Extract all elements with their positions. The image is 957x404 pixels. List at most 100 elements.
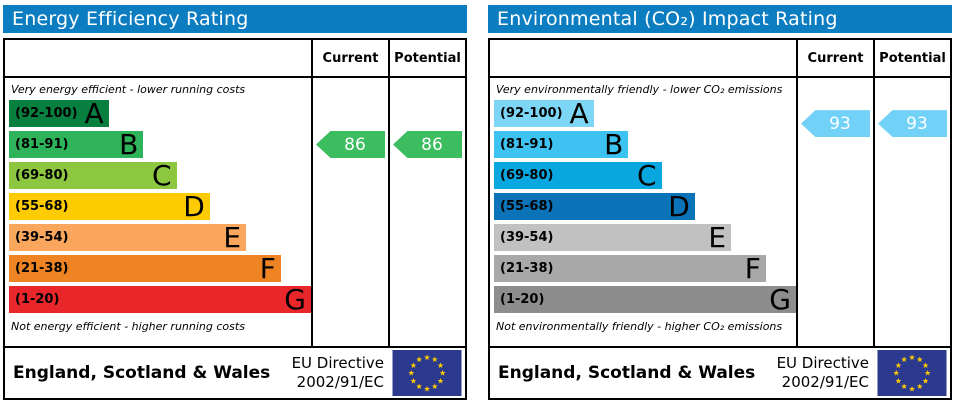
svg-text:★: ★ [895, 376, 902, 385]
band-letter: A [569, 97, 589, 130]
band-d-row: (55-68) D [494, 190, 695, 223]
region-label: England, Scotland & Wales [498, 363, 756, 383]
svg-text:★: ★ [416, 382, 423, 391]
svg-text:★: ★ [916, 355, 923, 364]
environmental-title-bar: Environmental (CO₂) Impact Rating [488, 5, 952, 33]
eu-directive-line1: EU Directive [776, 354, 869, 373]
energy-rating-table: Very energy efficient - lower running co… [3, 38, 467, 348]
energy-footer: England, Scotland & Wales EU Directive 2… [3, 346, 467, 400]
current-column-header: Current [798, 40, 873, 78]
band-letter: F [744, 252, 761, 285]
band-e-row: (39-54) E [494, 221, 732, 254]
eu-directive-line2: 2002/91/EC [781, 373, 869, 391]
top-note: Very energy efficient - lower running co… [11, 83, 246, 96]
potential-arrow-track: 86 [390, 78, 465, 346]
band-range-label: (81-91) [500, 137, 554, 152]
band-letter: B [119, 128, 139, 161]
band-letter: C [637, 159, 657, 192]
band-range-label: (69-80) [15, 168, 69, 183]
potential-column-header: Potential [390, 40, 465, 78]
band-c-row: (69-80) C [494, 159, 662, 192]
band-range-label: (81-91) [15, 137, 69, 152]
environmental-rating-table: Very environmentally friendly - lower CO… [488, 38, 952, 348]
svg-text:★: ★ [431, 355, 438, 364]
svg-text:★: ★ [423, 353, 430, 362]
svg-text:★: ★ [437, 361, 444, 370]
band-f-row: (21-38) F [9, 252, 281, 285]
bands-chart-area: Very environmentally friendly - lower CO… [490, 78, 796, 346]
bands-column: Very environmentally friendly - lower CO… [490, 40, 796, 346]
svg-text:★: ★ [916, 382, 923, 391]
svg-text:★: ★ [922, 361, 929, 370]
current-column: Current 86 [311, 40, 388, 346]
band-letter: F [259, 252, 276, 285]
eu-flag: ★ ★ ★ ★ ★ ★ ★ ★ ★ ★ ★ ★ [392, 350, 462, 396]
band-letter: G [769, 283, 791, 316]
potential-column: Potential 93 [873, 40, 950, 346]
svg-text:★: ★ [408, 369, 415, 378]
band-range-label: (55-68) [500, 199, 554, 214]
band-a-row: (92-100) A [494, 97, 594, 130]
band-letter: B [604, 128, 624, 161]
svg-text:★: ★ [410, 376, 417, 385]
panel-title: Environmental (CO₂) Impact Rating [497, 8, 838, 30]
band-letter: E [708, 221, 727, 254]
band-letter: G [284, 283, 306, 316]
svg-text:★: ★ [410, 361, 417, 370]
band-f-row: (21-38) F [494, 252, 766, 285]
band-range-label: (92-100) [15, 106, 78, 121]
environmental-impact-panel: Environmental (CO₂) Impact Rating Very e… [488, 5, 952, 400]
svg-text:★: ★ [908, 384, 915, 393]
environmental-footer: England, Scotland & Wales EU Directive 2… [488, 346, 952, 400]
rating-bands: (92-100) A (81-91) B (69-80) C (55-68) D (39-54)… [494, 97, 796, 316]
eu-directive-line2: 2002/91/EC [296, 373, 384, 391]
band-range-label: (92-100) [500, 106, 563, 121]
rating-bands: (92-100) A (81-91) B (69-80) C (55-68) D (39-54)… [9, 100, 311, 316]
svg-text:★: ★ [893, 369, 900, 378]
band-c-row: (69-80) C [9, 159, 177, 192]
band-g-row: (1-20) G [9, 283, 311, 316]
current-rating-arrow: 93 [801, 110, 870, 138]
bottom-note: Not energy efficient - higher running co… [11, 320, 245, 333]
band-b-row: (81-91) B [494, 128, 629, 161]
current-arrow-track: 93 [798, 78, 873, 346]
bands-column-header [5, 40, 311, 78]
current-rating-arrow: 86 [316, 131, 385, 158]
band-letter: D [183, 190, 205, 223]
potential-rating-arrow: 86 [393, 131, 462, 158]
potential-column: Potential 86 [388, 40, 465, 346]
current-arrow-track: 86 [313, 78, 388, 346]
eu-directive-line1: EU Directive [291, 354, 384, 373]
band-range-label: (1-20) [15, 292, 60, 307]
svg-text:★: ★ [922, 376, 929, 385]
band-range-label: (1-20) [500, 292, 545, 307]
band-range-label: (21-38) [500, 261, 554, 276]
band-g-row: (1-20) G [494, 283, 796, 316]
potential-arrow-track: 93 [875, 78, 950, 346]
band-range-label: (55-68) [15, 199, 69, 214]
band-letter: D [668, 190, 690, 223]
svg-text:★: ★ [437, 376, 444, 385]
potential-rating-arrow: 93 [878, 110, 947, 138]
current-rating-value: 86 [344, 134, 366, 155]
band-range-label: (39-54) [15, 230, 69, 245]
svg-text:★: ★ [423, 384, 430, 393]
band-letter: C [152, 159, 172, 192]
current-rating-value: 93 [829, 113, 851, 134]
eu-directive-label: EU Directive 2002/91/EC [292, 354, 384, 392]
band-e-row: (39-54) E [9, 224, 247, 252]
svg-text:★: ★ [901, 382, 908, 391]
panel-title: Energy Efficiency Rating [12, 8, 249, 30]
svg-text:★: ★ [439, 369, 446, 378]
potential-column-header: Potential [875, 40, 950, 78]
band-b-row: (81-91) B [9, 128, 144, 161]
bands-chart-area: Very energy efficient - lower running co… [5, 78, 311, 346]
top-note: Very environmentally friendly - lower CO… [496, 83, 783, 96]
svg-text:★: ★ [895, 361, 902, 370]
band-range-label: (69-80) [500, 168, 554, 183]
band-d-row: (55-68) D [9, 190, 210, 223]
band-range-label: (39-54) [500, 230, 554, 245]
svg-text:★: ★ [908, 353, 915, 362]
region-label: England, Scotland & Wales [13, 363, 271, 383]
